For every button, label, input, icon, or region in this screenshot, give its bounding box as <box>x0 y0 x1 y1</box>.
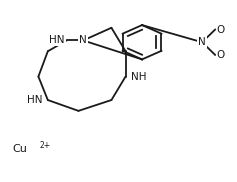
Text: N: N <box>79 35 87 46</box>
Text: NH: NH <box>131 72 146 82</box>
Text: HN: HN <box>27 95 43 105</box>
Text: N: N <box>198 37 206 47</box>
Text: O: O <box>217 25 225 35</box>
Text: O: O <box>217 50 225 60</box>
Text: HN: HN <box>50 35 65 46</box>
Text: Cu: Cu <box>13 144 27 154</box>
Text: 2+: 2+ <box>40 141 51 150</box>
